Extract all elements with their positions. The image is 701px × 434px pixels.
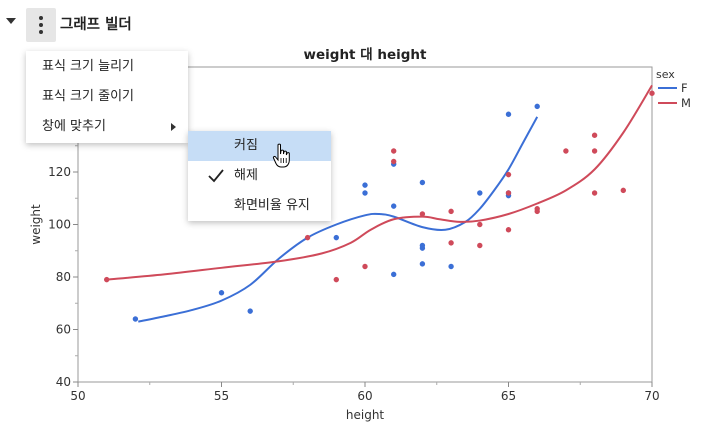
legend-label-M: M [681, 96, 691, 110]
chart-title: weight 대 height [304, 47, 427, 63]
submenu-item-label: 해제 [234, 168, 258, 183]
data-point-M [333, 276, 339, 283]
y-tick-label: 40 [56, 375, 71, 389]
data-point-M [448, 240, 454, 246]
data-point-M [477, 242, 483, 249]
smoother-line-F [138, 116, 539, 323]
x-tick-label: 65 [501, 389, 516, 403]
data-point-M [505, 227, 512, 233]
data-point-M [591, 148, 598, 154]
submenu-item-off[interactable]: 해제 [188, 161, 331, 191]
data-point-F [419, 245, 426, 251]
data-point-M [419, 211, 426, 217]
vertical-ellipsis-icon[interactable] [26, 8, 56, 42]
data-point-F [505, 111, 512, 117]
data-point-F [448, 263, 454, 270]
data-point-M [591, 190, 598, 196]
data-point-M [477, 221, 483, 228]
y-tick-label: 120 [48, 165, 71, 179]
menu-item-increase-marker-size[interactable]: 표식 크기 늘리기 [26, 52, 188, 82]
data-point-M [534, 208, 540, 215]
data-point-F [132, 316, 139, 322]
data-point-M [591, 132, 598, 138]
context-menu: 표식 크기 늘리기 표식 크기 줄이기 창에 맞추기 [26, 51, 188, 143]
data-point-M [505, 190, 512, 196]
menu-item-label: 표식 크기 줄이기 [42, 89, 134, 104]
data-point-M [448, 208, 454, 215]
data-point-M [649, 90, 655, 96]
data-point-F [391, 271, 397, 278]
menu-item-decrease-marker-size[interactable]: 표식 크기 줄이기 [26, 82, 188, 112]
data-point-M [391, 148, 397, 154]
hand-pointer-cursor-icon [272, 143, 290, 168]
submenu-arrow-icon [171, 123, 176, 131]
x-tick-label: 55 [214, 389, 229, 403]
x-axis-label: height [346, 408, 385, 422]
submenu-item-label: 커짐 [234, 138, 258, 153]
checkmark-icon [208, 169, 224, 183]
data-point-M [391, 158, 397, 165]
smoother-line-M [106, 84, 653, 281]
data-point-F [333, 234, 339, 241]
x-tick-label: 50 [70, 389, 85, 403]
submenu: 커짐 해제 화면비율 유지 [188, 131, 331, 221]
data-point-M [104, 276, 110, 283]
panel-title: 그래프 빌더 [60, 17, 132, 33]
data-point-M [304, 234, 311, 241]
data-point-F [391, 203, 397, 209]
y-axis-label: weight [29, 204, 43, 245]
x-tick-label: 60 [357, 389, 372, 403]
disclosure-triangle-down-icon[interactable] [6, 18, 16, 24]
menu-item-fit-to-window[interactable]: 창에 맞추기 [26, 112, 188, 142]
data-point-F [477, 190, 483, 196]
data-point-M [362, 263, 368, 270]
x-tick-label: 70 [644, 389, 659, 403]
menu-item-label: 표식 크기 늘리기 [42, 59, 134, 74]
data-point-F [419, 261, 426, 267]
data-point-F [534, 103, 540, 110]
data-point-F [362, 182, 368, 188]
legend-title: sex [656, 68, 675, 81]
data-point-M [505, 171, 512, 178]
y-tick-label: 80 [56, 270, 71, 284]
menu-item-label: 창에 맞추기 [42, 119, 106, 134]
submenu-item-on[interactable]: 커짐 [188, 131, 331, 161]
data-point-F [419, 179, 426, 186]
panel-header: 그래프 빌더 [0, 0, 701, 46]
data-point-F [362, 190, 368, 196]
submenu-item-keep-aspect-ratio[interactable]: 화면비율 유지 [188, 191, 331, 221]
data-point-M [620, 187, 626, 194]
data-point-F [218, 290, 225, 296]
submenu-item-label: 화면비율 유지 [234, 198, 310, 213]
y-tick-label: 60 [56, 323, 71, 337]
data-point-M [563, 148, 569, 154]
data-point-F [247, 308, 253, 314]
y-tick-label: 100 [48, 218, 71, 232]
legend-label-F: F [681, 81, 688, 95]
